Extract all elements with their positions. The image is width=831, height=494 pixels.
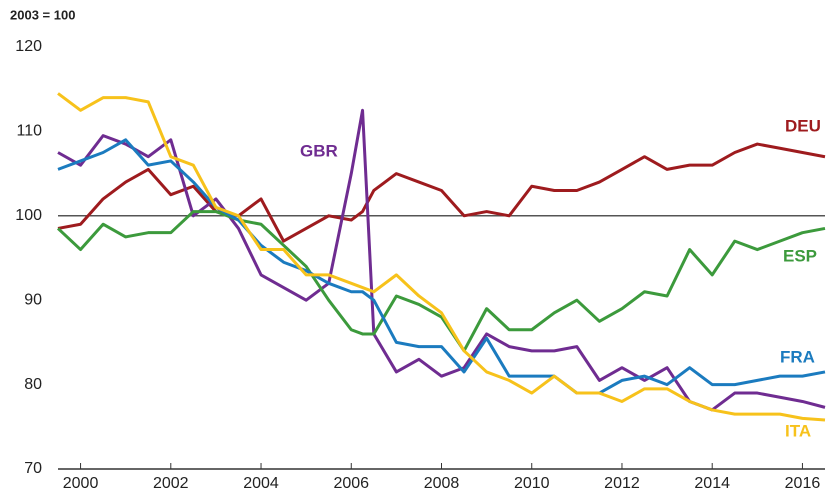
series-label: ITA bbox=[785, 421, 811, 440]
series-label: ESP bbox=[783, 246, 817, 265]
series-label: FRA bbox=[780, 347, 815, 366]
x-tick-label: 2012 bbox=[604, 475, 640, 492]
x-tick-label: 2002 bbox=[153, 475, 189, 492]
series-line bbox=[57, 108, 826, 412]
y-tick-label: 120 bbox=[15, 38, 42, 55]
series-label: GBR bbox=[300, 141, 338, 160]
series-line bbox=[56, 210, 826, 353]
y-tick-label: 80 bbox=[24, 376, 42, 393]
series-label: DEU bbox=[785, 116, 821, 135]
y-tick-label: 100 bbox=[15, 207, 42, 224]
y-tick-label: 70 bbox=[24, 460, 42, 477]
x-tick-label: 2016 bbox=[785, 475, 821, 492]
x-tick-label: 2004 bbox=[243, 475, 279, 492]
series-line bbox=[57, 92, 826, 422]
series-line bbox=[57, 138, 826, 395]
x-tick-label: 2014 bbox=[694, 475, 730, 492]
series-line bbox=[57, 142, 826, 243]
x-tick-label: 2008 bbox=[424, 475, 460, 492]
y-tick-label: 90 bbox=[24, 291, 42, 308]
y-tick-label: 110 bbox=[16, 123, 42, 140]
x-tick-label: 2006 bbox=[333, 475, 369, 492]
y-axis-label: 2003 = 100 bbox=[10, 7, 75, 22]
x-tick-label: 2000 bbox=[63, 475, 99, 492]
x-tick-label: 2010 bbox=[514, 475, 550, 492]
